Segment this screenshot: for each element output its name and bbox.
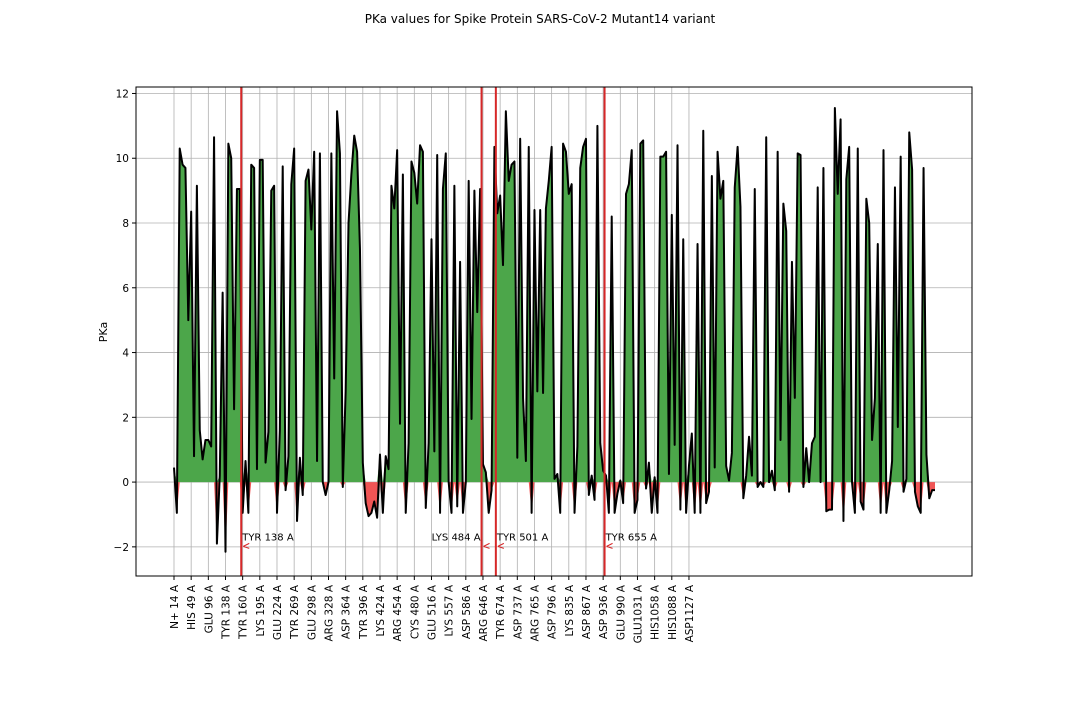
negative-area [174,482,935,552]
x-tick-label: ASP 936 A [598,584,610,639]
y-tick-label: 10 [116,153,129,165]
highlight-label: TYR 138 A [241,532,294,543]
series-line-group [173,107,935,553]
x-tick-label: TYR 674 A [495,584,507,640]
y-tick-label: 6 [122,283,129,295]
highlight-group: TYR 138 A LYS 484 A TYR 501 A TYR 655 A [240,87,658,576]
y-tick-label: 12 [116,88,129,100]
x-tick-label: TYR 160 A [238,584,250,640]
x-tick-label: TYR 138 A [220,584,232,640]
plot-frame [135,86,973,577]
x-tick-label: N+ 14 A [169,584,181,629]
area-fills [174,108,935,552]
y-tick-label: 8 [122,218,129,230]
y-axis-label: PKa [97,322,110,342]
x-tick-label: CYS 480 A [409,584,421,639]
highlight-label: TYR 501 A [496,532,549,543]
x-axis: N+ 14 A HIS 49 A GLU 96 A TYR 138 A TYR 160 … [169,576,696,643]
y-tick-label: 2 [122,412,129,424]
x-tick-label: GLU 224 A [272,584,284,640]
highlight-label: TYR 655 A [605,532,658,543]
x-tick-label: HIS1088 A [667,584,679,640]
highlight-arrow [606,542,613,549]
x-tick-label: HIS1058 A [650,584,662,640]
x-tick-label: ARG 328 A [323,584,335,641]
highlight-arrow [483,542,490,549]
highlight-label: LYS 484 A [432,532,481,543]
x-tick-label: ASP 364 A [341,584,353,639]
series-line [173,107,935,553]
x-tick-label: LYS 835 A [564,584,576,636]
x-tick-label: LYS 195 A [255,584,267,636]
y-axis: −2 0 2 4 6 8 10 12 [114,88,136,554]
x-tick-label: TYR 396 A [358,584,370,640]
x-tick-label: HIS 49 A [186,584,198,630]
x-tick-label: ASP 867 A [581,584,593,639]
x-tick-label: ARG 454 A [392,584,404,641]
y-tick-label: −2 [114,542,129,554]
x-tick-label: GLU1031 A [632,584,644,643]
x-tick-label: LYS 424 A [375,584,387,636]
x-tick-label: TYR 269 A [289,584,301,640]
x-tick-label: GLU 96 A [203,584,215,633]
x-tick-label: ARG 765 A [529,584,541,641]
x-tick-label: GLU 516 A [426,584,438,640]
x-tick-label: ARG 646 A [478,584,490,641]
x-tick-label: LYS 557 A [444,584,456,636]
y-tick-label: 4 [122,348,129,360]
highlight-arrow [497,542,505,549]
y-tick-label: 0 [122,477,129,489]
x-tick-label: ASP1127 A [684,584,696,642]
x-tick-label: ASP 796 A [547,584,559,639]
highlight-arrow [243,542,250,549]
x-tick-label: ASP 737 A [512,584,524,639]
x-tick-label: ASP 586 A [461,584,473,639]
x-tick-label: GLU 298 A [306,584,318,640]
chart-title: PKa values for Spike Protein SARS-CoV-2 … [365,12,716,26]
x-tick-label: GLU 990 A [615,584,627,640]
